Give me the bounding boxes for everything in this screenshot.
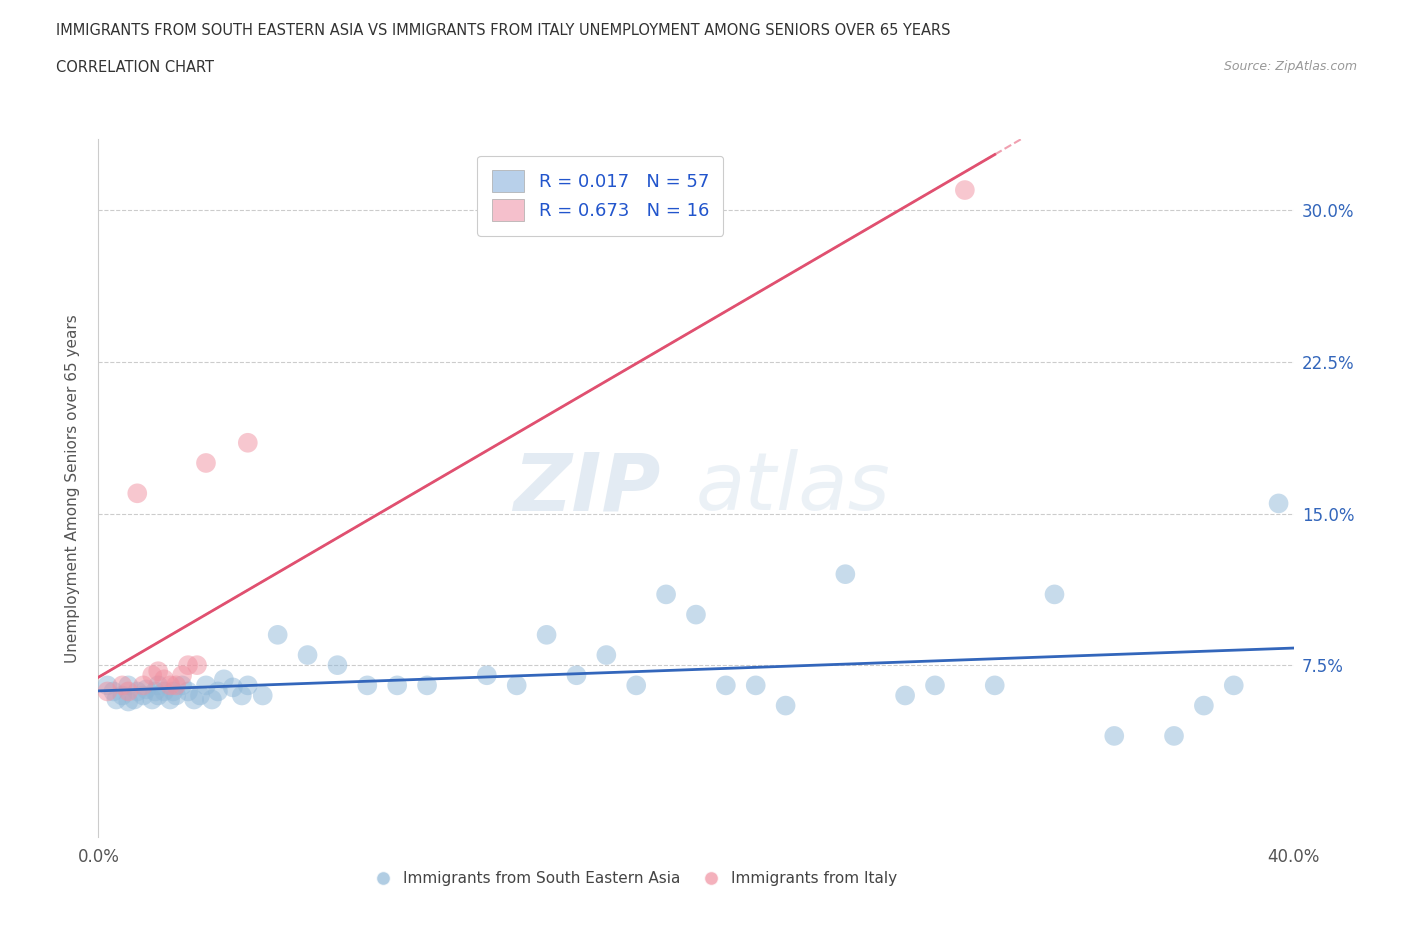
Point: [159, 678, 181, 693]
Point: [685, 607, 707, 622]
Point: [183, 692, 205, 707]
Point: [953, 182, 976, 197]
Point: [132, 678, 155, 693]
Point: [117, 678, 139, 693]
Point: [626, 678, 648, 693]
Point: [117, 684, 139, 698]
Point: [195, 678, 218, 693]
Point: [212, 671, 235, 686]
Point: [506, 678, 529, 693]
Point: [103, 684, 125, 698]
Point: [159, 692, 181, 707]
Y-axis label: Unemployment Among Seniors over 65 years: Unemployment Among Seniors over 65 years: [65, 314, 80, 662]
Point: [1163, 728, 1185, 743]
Point: [356, 678, 378, 693]
Point: [153, 684, 176, 698]
Point: [326, 658, 349, 672]
Point: [834, 566, 856, 581]
Text: Source: ZipAtlas.com: Source: ZipAtlas.com: [1223, 60, 1357, 73]
Text: CORRELATION CHART: CORRELATION CHART: [56, 60, 214, 75]
Point: [536, 628, 558, 643]
Point: [132, 688, 155, 703]
Legend: Immigrants from South Eastern Asia, Immigrants from Italy: Immigrants from South Eastern Asia, Immi…: [370, 865, 903, 892]
Point: [1192, 698, 1215, 713]
Point: [153, 671, 176, 686]
Point: [475, 668, 498, 683]
Point: [565, 668, 588, 683]
Point: [195, 456, 218, 471]
Point: [141, 668, 163, 683]
Point: [416, 678, 439, 693]
Point: [148, 664, 170, 679]
Point: [172, 668, 194, 683]
Point: [1043, 587, 1066, 602]
Point: [385, 678, 409, 693]
Point: [714, 678, 737, 693]
Point: [222, 680, 245, 695]
Point: [96, 684, 118, 698]
Point: [96, 678, 118, 693]
Point: [162, 684, 184, 698]
Point: [186, 658, 208, 672]
Point: [1223, 678, 1246, 693]
Point: [105, 692, 128, 707]
Text: ZIP: ZIP: [513, 449, 661, 527]
Point: [177, 684, 200, 698]
Text: IMMIGRANTS FROM SOUTH EASTERN ASIA VS IMMIGRANTS FROM ITALY UNEMPLOYMENT AMONG S: IMMIGRANTS FROM SOUTH EASTERN ASIA VS IM…: [56, 23, 950, 38]
Point: [924, 678, 946, 693]
Point: [111, 688, 134, 703]
Point: [595, 647, 617, 662]
Point: [1267, 496, 1289, 511]
Point: [655, 587, 678, 602]
Point: [297, 647, 319, 662]
Point: [141, 692, 163, 707]
Point: [267, 628, 290, 643]
Point: [172, 678, 194, 693]
Point: [135, 682, 157, 697]
Text: atlas: atlas: [696, 449, 891, 527]
Point: [252, 688, 274, 703]
Point: [148, 688, 170, 703]
Point: [127, 485, 149, 500]
Point: [111, 678, 134, 693]
Point: [143, 684, 166, 698]
Point: [188, 688, 211, 703]
Point: [1104, 728, 1126, 743]
Point: [165, 688, 187, 703]
Point: [745, 678, 768, 693]
Point: [984, 678, 1007, 693]
Point: [165, 678, 187, 693]
Point: [177, 658, 200, 672]
Point: [207, 684, 229, 698]
Point: [231, 688, 253, 703]
Point: [236, 678, 259, 693]
Point: [124, 692, 146, 707]
Point: [201, 692, 224, 707]
Point: [236, 435, 259, 450]
Point: [127, 684, 149, 698]
Point: [117, 694, 139, 709]
Point: [148, 678, 170, 693]
Point: [775, 698, 797, 713]
Point: [894, 688, 917, 703]
